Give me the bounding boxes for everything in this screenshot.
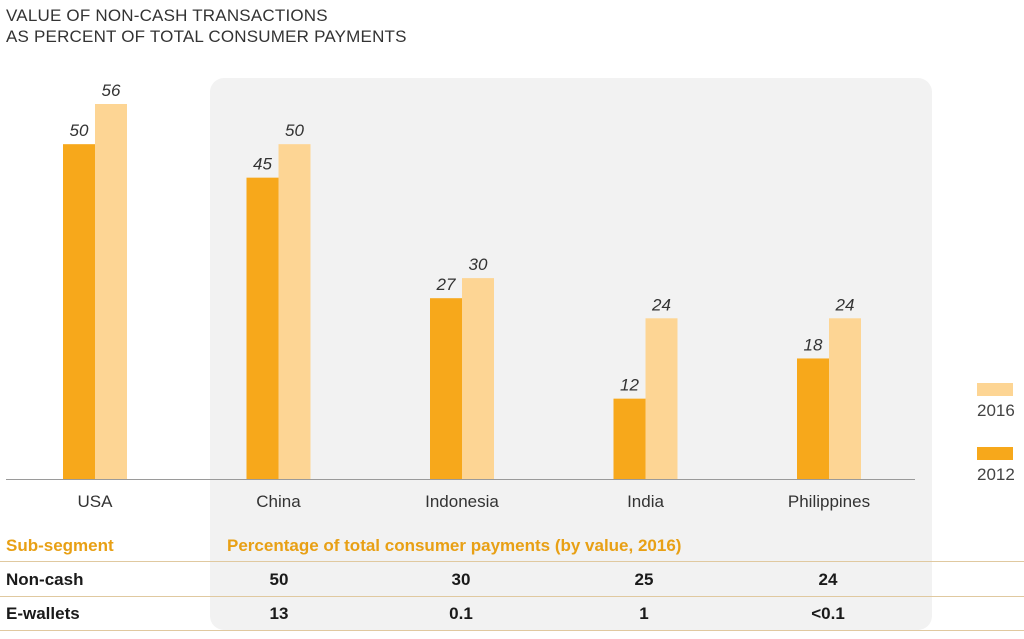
table-header-percentage: Percentage of total consumer payments (b… [227, 536, 682, 555]
title-line-2: AS PERCENT OF TOTAL CONSUMER PAYMENTS [6, 27, 407, 46]
cell-noncash-china: 50 [269, 570, 289, 589]
row-label-noncash: Non-cash [6, 570, 84, 589]
category-label: China [256, 492, 301, 511]
category-label: Philippines [788, 492, 870, 511]
bar-usa-2012 [63, 144, 95, 479]
bar-india-2016 [645, 318, 678, 479]
category-label: Indonesia [425, 492, 499, 511]
bar-china-2012 [246, 177, 279, 480]
category-label: USA [78, 492, 114, 511]
highlight-panel [210, 78, 932, 630]
table-divider [0, 561, 1024, 562]
bar-value-label: 24 [651, 295, 671, 314]
legend-label-2012: 2012 [977, 465, 1015, 484]
title-line-1: VALUE OF NON-CASH TRANSACTIONS [6, 6, 328, 25]
legend-label-2016: 2016 [977, 401, 1015, 420]
bar-value-label: 12 [620, 376, 639, 395]
cell-ewallets-philippines: <0.1 [811, 604, 845, 623]
cell-ewallets-indonesia: 0.1 [449, 604, 473, 623]
table-divider [0, 630, 1024, 631]
table-divider [0, 596, 1024, 597]
cell-noncash-india: 25 [634, 570, 654, 589]
legend-swatch-2012 [977, 447, 1013, 460]
bar-indonesia-2012 [430, 298, 462, 479]
bar-philippines-2016 [829, 318, 861, 479]
row-label-ewallets: E-wallets [6, 604, 80, 623]
category-label: India [627, 492, 664, 511]
chart-title: VALUE OF NON-CASH TRANSACTIONS AS PERCEN… [6, 5, 407, 47]
bar-chart: 50 56 USA 45 50 China 27 30 Indonesia 12 24 India 18… [6, 81, 1015, 511]
bar-value-label: 50 [70, 121, 89, 140]
cell-noncash-indonesia: 30 [451, 570, 471, 589]
cell-noncash-philippines: 24 [818, 570, 838, 589]
table-header-subsegment: Sub-segment [6, 536, 114, 555]
bar-usa-2016 [95, 104, 127, 479]
bar-indonesia-2016 [462, 278, 494, 479]
cell-ewallets-china: 13 [269, 604, 289, 623]
legend-swatch-2016 [977, 383, 1013, 396]
cell-ewallets-india: 1 [639, 604, 649, 623]
bar-india-2012 [613, 398, 646, 479]
bar-value-label: 45 [253, 155, 272, 174]
bar-value-label: 18 [804, 335, 823, 354]
bar-china-2016 [278, 144, 311, 479]
bar-value-label: 30 [469, 255, 488, 274]
bar-value-label: 24 [835, 295, 855, 314]
bar-philippines-2012 [797, 358, 829, 479]
bar-value-label: 50 [285, 121, 304, 140]
bar-value-label: 56 [102, 81, 121, 100]
bar-value-label: 27 [436, 275, 456, 294]
